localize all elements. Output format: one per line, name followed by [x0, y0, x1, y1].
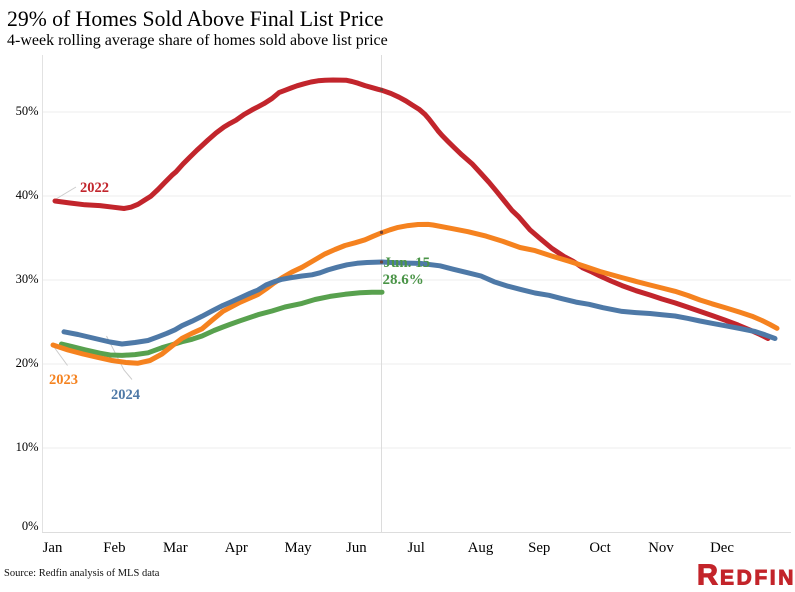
svg-text:R: R	[697, 560, 718, 592]
svg-text:Jul: Jul	[408, 540, 425, 556]
svg-text:30%: 30%	[16, 272, 39, 286]
svg-text:40%: 40%	[16, 188, 39, 202]
svg-text:2022: 2022	[80, 180, 109, 196]
svg-text:2023: 2023	[49, 372, 78, 388]
svg-text:Source: Redfin analysis of MLS: Source: Redfin analysis of MLS data	[4, 568, 160, 579]
svg-text:Mar: Mar	[163, 540, 188, 556]
svg-text:29% of Homes Sold Above Final: 29% of Homes Sold Above Final List Price	[7, 7, 384, 31]
svg-text:Nov: Nov	[648, 540, 674, 556]
svg-text:0%: 0%	[22, 519, 39, 533]
svg-text:Sep: Sep	[528, 540, 550, 556]
svg-text:2024: 2024	[111, 387, 140, 403]
svg-text:Oct: Oct	[589, 540, 611, 556]
svg-text:Apr: Apr	[225, 540, 248, 556]
svg-text:Jun: Jun	[346, 540, 367, 556]
svg-text:50%: 50%	[16, 104, 39, 118]
svg-text:20%: 20%	[16, 356, 39, 370]
svg-text:28.6%: 28.6%	[383, 272, 424, 288]
svg-text:Aug: Aug	[468, 540, 494, 556]
svg-text:May: May	[284, 540, 312, 556]
svg-text:Jun. 15: Jun. 15	[384, 255, 431, 271]
svg-text:Jan: Jan	[43, 540, 63, 556]
svg-text:Dec: Dec	[710, 540, 734, 556]
svg-text:4-week rolling average share o: 4-week rolling average share of homes so…	[7, 32, 388, 49]
svg-text:EDFIN: EDFIN	[720, 567, 795, 590]
svg-text:10%: 10%	[16, 440, 39, 454]
svg-text:Feb: Feb	[103, 540, 125, 556]
